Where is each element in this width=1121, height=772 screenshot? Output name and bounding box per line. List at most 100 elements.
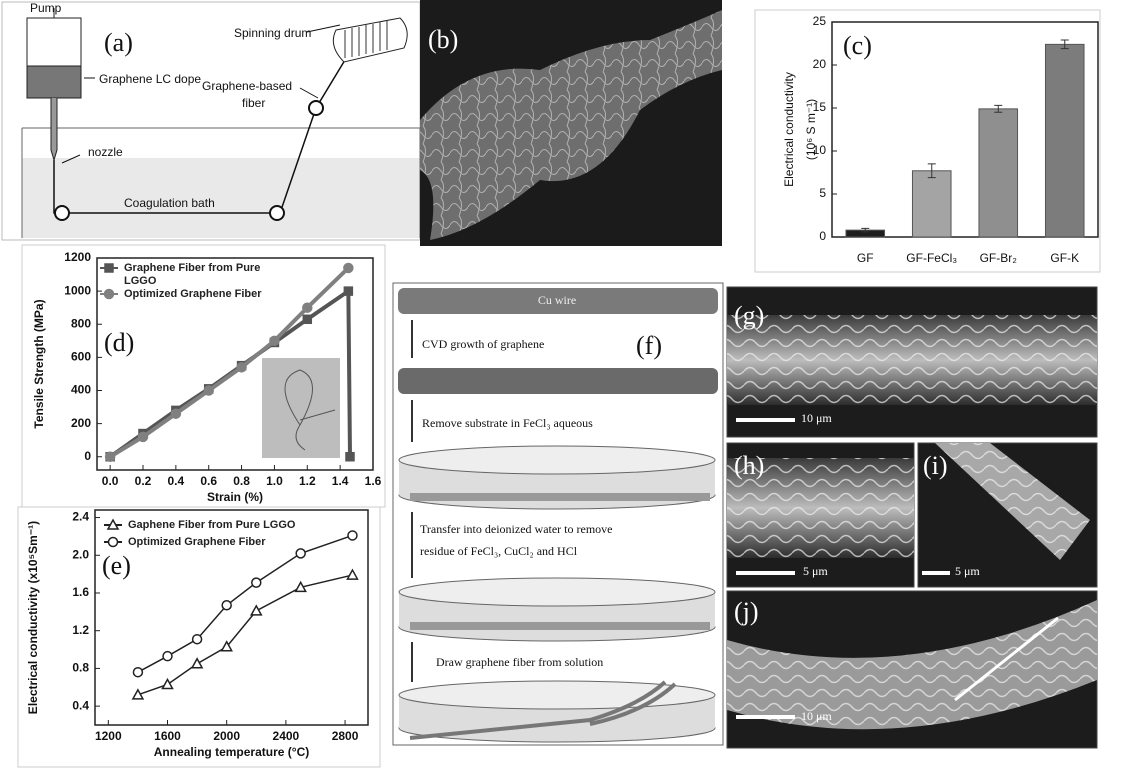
y-tick-label: 1.6 — [72, 585, 89, 599]
marker — [236, 362, 247, 373]
series-line — [137, 574, 353, 696]
roller — [54, 205, 70, 221]
dishes — [398, 445, 716, 743]
x-tick-label: 0.2 — [135, 474, 152, 488]
x-tick-label: 1.0 — [266, 474, 283, 488]
y-axis-label: Electrical conductivity — [782, 72, 796, 187]
label: nozzle — [88, 145, 123, 159]
panel-label: (i) — [923, 451, 948, 480]
coated-wire — [398, 368, 718, 394]
label: Cu wire — [538, 293, 576, 307]
y-tick-label: 0.4 — [72, 698, 89, 712]
x-tick-label: GF-FeCl₃ — [906, 251, 957, 265]
panel-label: (a) — [104, 28, 133, 57]
legend-marker — [107, 536, 119, 548]
x-tick-label: GF — [857, 251, 874, 265]
marker — [221, 599, 232, 611]
label: Pump — [30, 1, 62, 15]
marker — [132, 666, 144, 678]
graphene-tube — [410, 493, 710, 501]
x-tick-label: 0.4 — [168, 474, 185, 488]
needle — [50, 98, 58, 162]
drawn-fiber — [409, 680, 677, 740]
bar — [1044, 43, 1085, 238]
x-axis-label: Strain (%) — [207, 490, 263, 504]
panel-a: Pump Graphene LC dope Spinning drum Grap… — [1, 1, 421, 241]
y-tick-label: 400 — [71, 383, 91, 397]
panel-label: (f) — [636, 331, 662, 360]
marker — [191, 633, 203, 645]
marker — [190, 657, 204, 669]
panel-frame — [754, 9, 1101, 273]
y-axis-label: Electrical conductivity (x10⁵Sm⁻¹) — [26, 521, 40, 714]
scale-bar-label: 10 μm — [801, 709, 832, 723]
drum-windings — [344, 21, 388, 58]
y-tick-label: 1200 — [64, 250, 91, 264]
x-tick-label: 1.6 — [365, 474, 382, 488]
y-axis-label: (10⁶ S m⁻¹) — [804, 99, 818, 160]
sem-texture — [420, 10, 722, 240]
step: CVD growth of graphene — [422, 337, 544, 351]
panel-label: (b) — [428, 25, 458, 54]
legend-label: Gaphene Fiber from Pure LGGO — [128, 519, 296, 531]
marker — [302, 314, 313, 325]
step: Remove substrate in FeCl₃ aqueous — [422, 416, 593, 430]
y-tick-label: 10 — [813, 143, 827, 157]
legend-marker — [106, 518, 120, 530]
y-tick-label: 0 — [84, 449, 91, 463]
legend-marker — [104, 263, 114, 273]
x-tick-label: 2000 — [213, 729, 240, 743]
x-tick-label: 2400 — [273, 729, 300, 743]
x-tick-label: 1200 — [95, 729, 122, 743]
y-tick-label: 200 — [71, 416, 91, 430]
panel-label: (j) — [734, 597, 759, 626]
panel-label: (h) — [734, 451, 764, 480]
y-tick-label: 20 — [813, 57, 827, 71]
label: Graphene LC dope — [99, 72, 201, 86]
legend-marker — [103, 288, 115, 300]
panel-label: (e) — [102, 551, 131, 580]
label: Graphene-based — [202, 79, 292, 93]
plot-frame — [94, 509, 369, 726]
legend-label: Graphene Fiber from Pure LGGO — [124, 262, 261, 287]
bar — [978, 108, 1019, 238]
marker — [104, 451, 116, 462]
marker — [346, 568, 359, 580]
y-tick-label: 0.8 — [72, 661, 89, 675]
roller — [269, 205, 285, 221]
x-tick-label: GF-K — [1050, 251, 1079, 265]
dope — [26, 65, 82, 99]
y-axis-label: Tensile Strength (MPa) — [32, 299, 46, 428]
marker — [220, 640, 233, 652]
error-bar — [927, 163, 936, 179]
x-tick-label: 1.2 — [299, 474, 316, 488]
step: residue of FeCl₃, CuCl₂ and HCl — [420, 544, 578, 558]
marker — [343, 286, 354, 296]
x-tick-label: 0.0 — [102, 474, 119, 488]
graphene-tube — [410, 622, 710, 630]
marker — [302, 302, 313, 313]
panel-frame — [392, 282, 724, 746]
y-tick-label: 1000 — [64, 283, 91, 297]
marker — [131, 688, 145, 700]
y-tick-label: 600 — [71, 350, 91, 364]
marker — [203, 385, 214, 396]
marker — [295, 548, 306, 559]
x-tick-label: 0.8 — [233, 474, 250, 488]
marker — [269, 335, 280, 347]
panel-label: (g) — [734, 301, 764, 330]
panel-b: (b) — [420, 0, 722, 246]
y-tick-label: 0 — [819, 229, 826, 243]
marker — [170, 408, 182, 419]
label: Coagulation bath — [124, 196, 215, 210]
step: Draw graphene fiber from solution — [436, 655, 603, 669]
panel-frame — [17, 506, 381, 768]
error-bar — [861, 227, 870, 233]
inset-fiber — [284, 369, 336, 451]
label: Spinning drum — [234, 26, 311, 40]
marker — [137, 431, 149, 443]
plot-frame — [96, 257, 374, 471]
x-tick-label: 0.6 — [200, 474, 217, 488]
y-tick-label: 25 — [813, 14, 827, 28]
